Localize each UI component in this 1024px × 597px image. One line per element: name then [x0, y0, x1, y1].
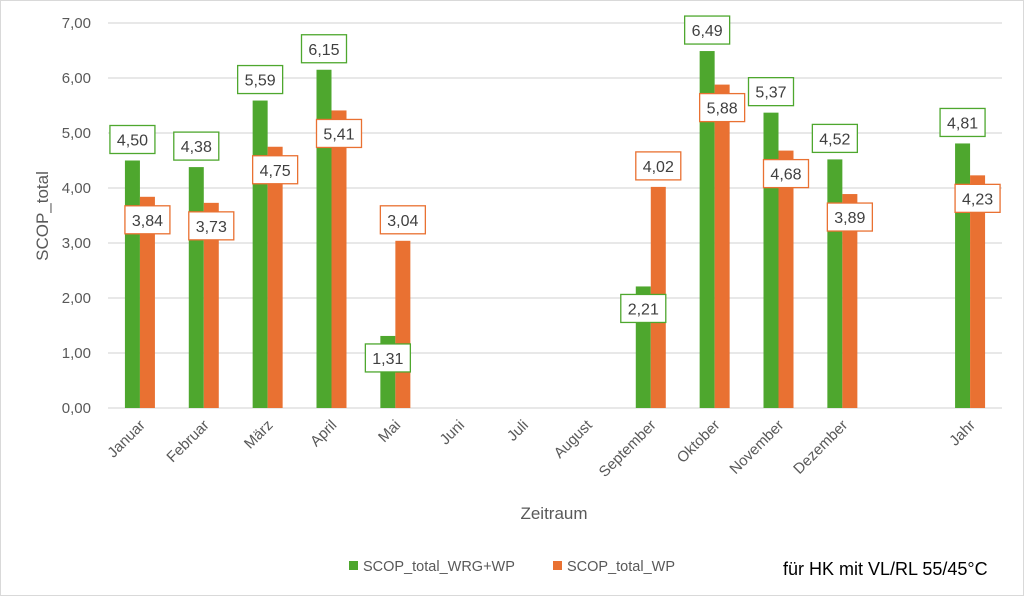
data-label-box-wp: [826, 202, 874, 232]
x-tick-label: Dezember: [790, 417, 851, 478]
data-label-wp: 3,89: [834, 210, 865, 227]
x-tick-label: Mai: [375, 417, 404, 446]
bar-wrg-wp: [188, 167, 204, 408]
x-tick-label: Februar: [163, 417, 212, 466]
bar-wp: [842, 194, 858, 408]
data-label-box-wrg-wp: [747, 77, 795, 107]
y-tick-label: 5,00: [62, 125, 91, 142]
data-label-wp: 4,75: [260, 163, 291, 180]
legend-label-wrg-wp: SCOP_total_WRG+WP: [363, 559, 515, 575]
data-label-box-wrg-wp: [683, 15, 731, 45]
data-label-wrg-wp: 4,52: [819, 131, 850, 148]
data-label-wp: 4,23: [962, 191, 993, 208]
data-label-wp: 4,68: [770, 167, 801, 184]
x-axis-title: Zeitraum: [520, 504, 587, 523]
data-label-wrg-wp: 5,37: [755, 85, 786, 102]
y-tick-label: 7,00: [62, 15, 91, 32]
data-label-box-wrg-wp: [109, 124, 156, 155]
bar-wp: [331, 110, 347, 408]
bar-wp: [203, 202, 219, 408]
y-tick-label: 6,00: [62, 70, 91, 87]
y-axis-title: SCOP_total: [33, 171, 52, 261]
data-label-box-wp: [762, 158, 810, 189]
data-label-wrg-wp: 4,81: [947, 115, 978, 132]
bar-wp: [395, 240, 411, 408]
data-label-wrg-wp: 6,15: [308, 42, 339, 59]
bar-wp: [778, 150, 794, 408]
legend-swatch-wrg-wp: [349, 561, 358, 570]
data-label-box-wp: [379, 205, 427, 235]
x-tick-label: März: [241, 417, 277, 453]
x-tick-label: September: [596, 417, 660, 481]
data-label-wrg-wp: 4,50: [117, 133, 148, 150]
data-label-wrg-wp: 1,31: [372, 351, 403, 368]
y-tick-label: 1,00: [62, 345, 91, 362]
y-tick-label: 4,00: [62, 180, 91, 197]
data-label-wp: 3,04: [387, 213, 418, 230]
legend-label-wp: SCOP_total_WP: [567, 559, 675, 575]
data-label-box-wrg-wp: [939, 107, 986, 138]
x-tick-label: Juli: [504, 417, 532, 445]
x-tick-label: Jahr: [946, 417, 979, 450]
y-axis-ticks: 0,00 1,00 2,00 3,00 4,00 5,00 6,00 7,00: [62, 15, 91, 417]
bar-wrg-wp: [955, 143, 971, 408]
data-label-box-wp: [124, 205, 171, 235]
data-label-box-wrg-wp: [300, 34, 348, 64]
x-tick-label: Juni: [437, 417, 468, 448]
bar-wp: [139, 196, 155, 408]
x-tick-label: August: [551, 416, 597, 462]
data-label-wrg-wp: 4,38: [181, 139, 212, 156]
bar-wrg-wp: [316, 69, 332, 408]
data-label-wp: 3,73: [196, 219, 227, 236]
x-tick-label: Oktober: [674, 417, 724, 467]
bar-wrg-wp: [827, 159, 843, 408]
data-label-box-wrg-wp: [364, 343, 412, 373]
data-label-wrg-wp: 2,21: [628, 301, 659, 318]
data-label-wp: 3,84: [132, 213, 163, 230]
data-label-wrg-wp: 6,49: [692, 23, 723, 40]
data-label-box-wp: [188, 211, 235, 241]
data-label-box-wrg-wp: [173, 131, 220, 161]
bar-wrg-wp: [252, 100, 268, 409]
bar-wrg-wp: [763, 112, 779, 409]
data-labels: 4,50 3,84 4,38 3,73 5,59 4,75 6,15 5,41 1,31 3,04…: [109, 15, 1001, 373]
data-label-wrg-wp: 5,59: [245, 73, 276, 90]
bar-wp: [714, 84, 730, 408]
data-label-box-wp: [251, 155, 299, 185]
annotation-note: für HK mit VL/RL 55/45°C: [783, 559, 988, 579]
data-label-box-wrg-wp: [236, 64, 284, 95]
data-label-wp: 5,88: [707, 101, 738, 118]
legend-swatch-wp: [553, 561, 562, 570]
data-label-box-wrg-wp: [620, 293, 667, 324]
data-label-box-wrg-wp: [811, 123, 859, 154]
bar-wrg-wp: [699, 51, 715, 409]
legend: SCOP_total_WRG+WP SCOP_total_WP: [349, 559, 675, 575]
bar-wp: [267, 146, 283, 408]
y-tick-label: 0,00: [62, 400, 91, 417]
x-axis-ticks: Januar Februar März April Mai Juni Juli August S…: [104, 416, 979, 480]
data-label-box-wp: [635, 151, 682, 181]
y-tick-label: 3,00: [62, 235, 91, 252]
x-tick-label: Januar: [104, 417, 148, 461]
data-label-wp: 4,02: [643, 159, 674, 176]
data-label-wp: 5,41: [323, 126, 354, 143]
data-label-box-wp: [315, 118, 363, 149]
x-tick-label: November: [726, 417, 787, 478]
data-label-box-wp: [954, 183, 1001, 214]
y-tick-label: 2,00: [62, 290, 91, 307]
bar-wp: [970, 175, 986, 408]
x-tick-label: April: [307, 417, 340, 450]
bar-wrg-wp: [124, 160, 140, 408]
data-label-box-wp: [698, 92, 746, 123]
